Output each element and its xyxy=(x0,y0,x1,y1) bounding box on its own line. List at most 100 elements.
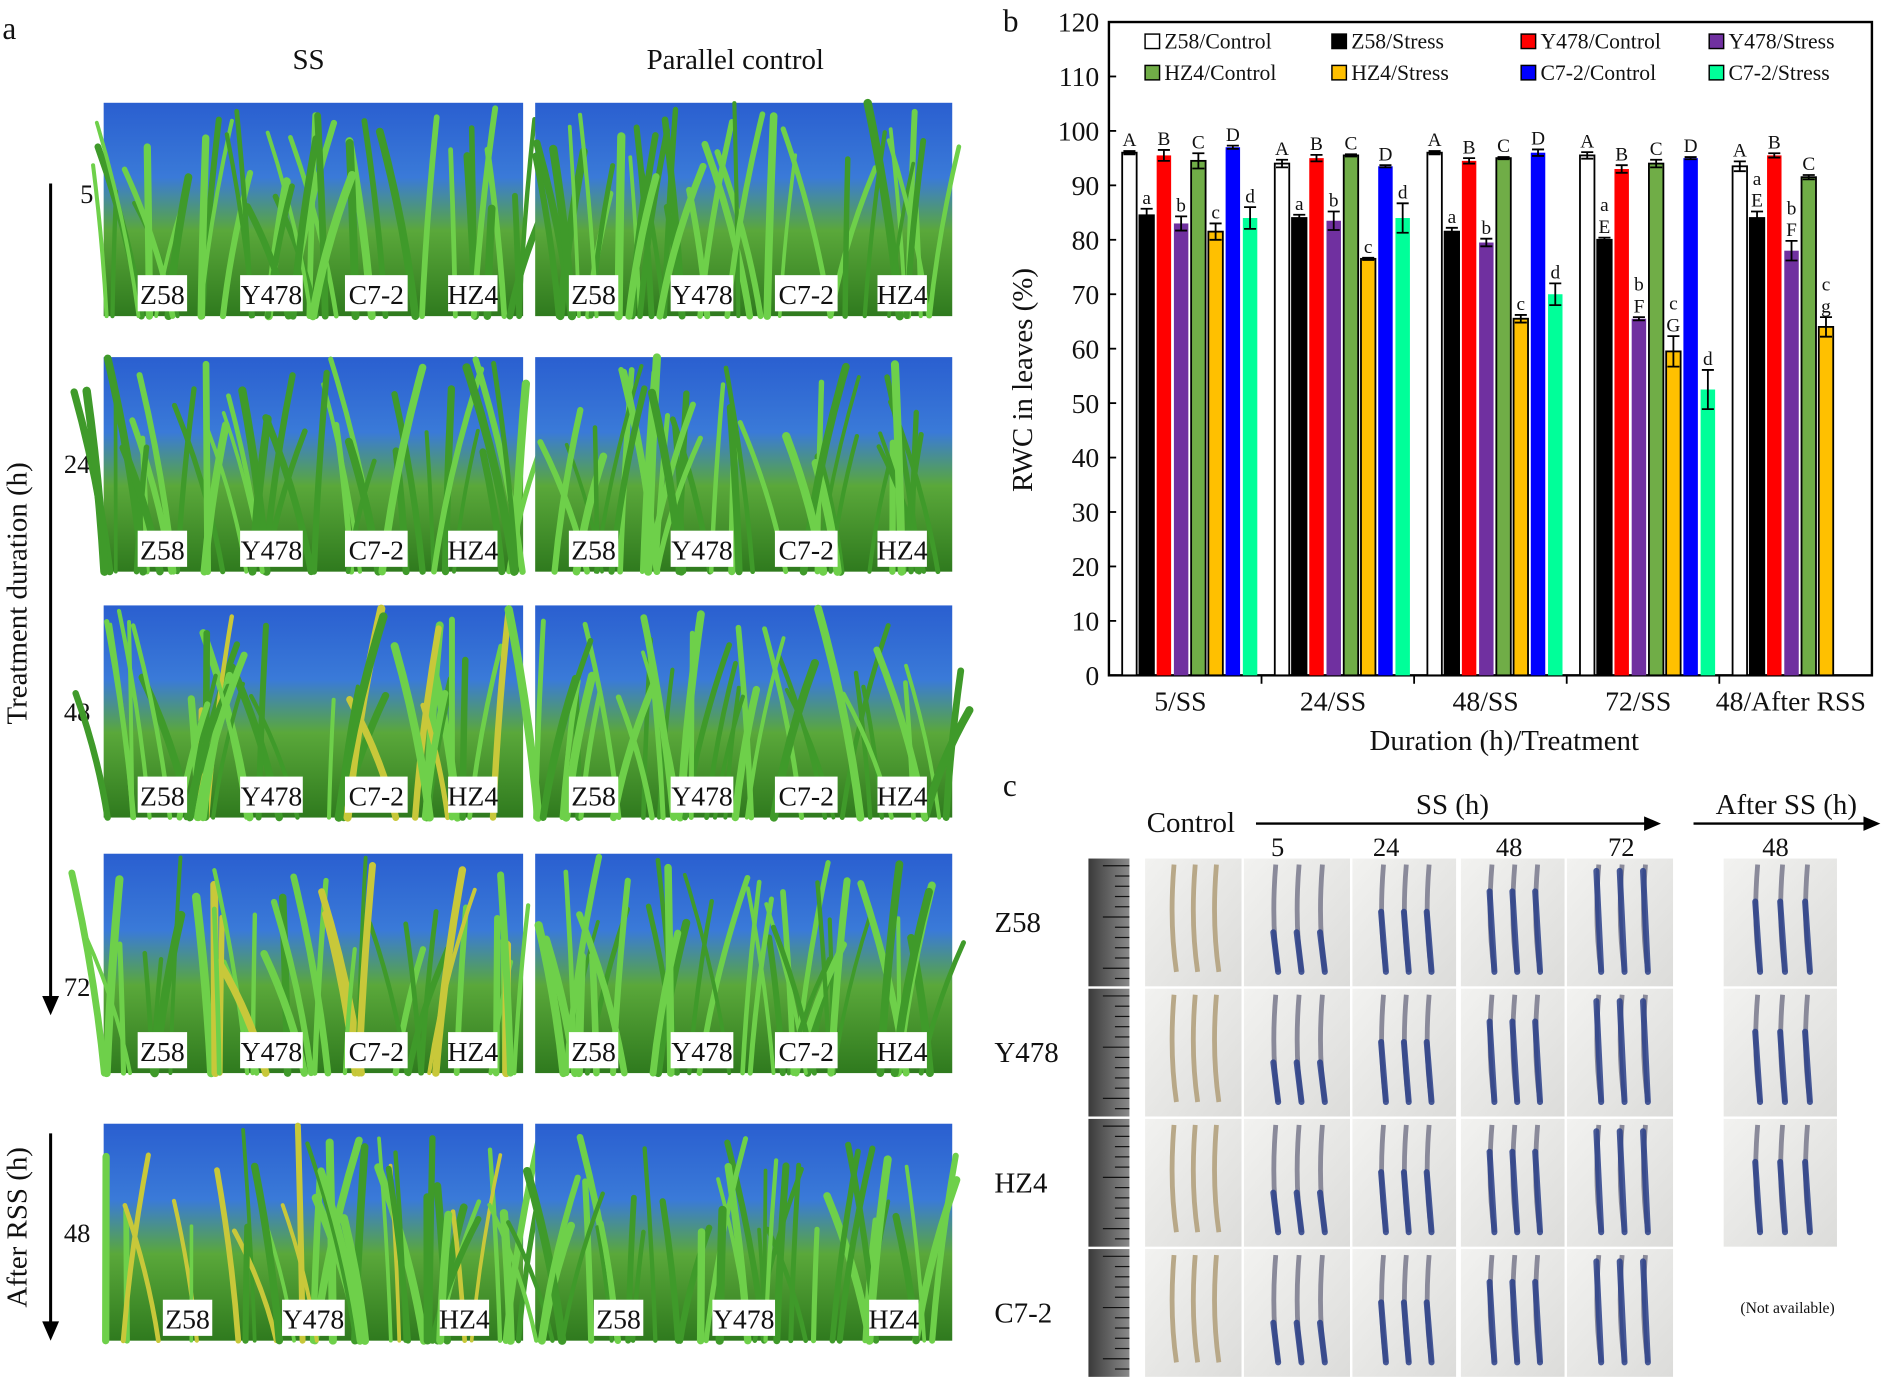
evans-blue-stain xyxy=(1752,898,1764,975)
evans-blue-stain xyxy=(1802,898,1813,975)
leaf xyxy=(839,623,891,820)
significance-letter: F xyxy=(1634,296,1645,317)
root xyxy=(1212,1254,1222,1363)
significance-letter: d xyxy=(1245,186,1255,207)
significance-letter: a xyxy=(1600,195,1609,216)
leaf xyxy=(472,356,526,575)
cultivar-label-HZ4: HZ4 xyxy=(447,1036,498,1067)
leaf xyxy=(403,921,424,1076)
root-row-label-Y478: Y478 xyxy=(994,1037,1058,1069)
cultivar-label-C7-2: C7-2 xyxy=(779,781,834,812)
legend-swatch xyxy=(1520,33,1537,50)
significance-letter: D xyxy=(1684,136,1698,157)
evans-blue-stain xyxy=(1486,1278,1498,1366)
evans-blue-stain xyxy=(1616,1258,1628,1366)
legend-item-Y478/Stress: Y478/Stress xyxy=(1708,30,1835,54)
cultivar-label-box xyxy=(774,275,838,312)
root-photo xyxy=(1243,1118,1350,1247)
legend-item-Z58/Stress: Z58/Stress xyxy=(1331,30,1444,54)
leaf xyxy=(814,604,865,822)
evans-blue-stain xyxy=(1640,1258,1651,1366)
cultivar-label-box xyxy=(877,776,927,813)
evans-blue-stain xyxy=(1378,1169,1389,1236)
evans-blue-stain xyxy=(1270,1189,1282,1236)
leaf xyxy=(836,1145,876,1344)
bar-HZ4/Control-48/After RSS xyxy=(1800,176,1817,677)
cultivar-label-HZ4: HZ4 xyxy=(877,1036,928,1067)
y-tick-label-30: 30 xyxy=(1072,497,1100,528)
bar-Y478/Control-24/SS xyxy=(1309,158,1324,676)
leaf xyxy=(659,1198,682,1344)
root-photo xyxy=(1566,1249,1674,1377)
root xyxy=(1190,1254,1201,1363)
cultivar-label-Z58: Z58 xyxy=(140,279,185,310)
cultivar-label-box xyxy=(240,275,303,312)
not-available-note: (Not available) xyxy=(1740,1300,1834,1317)
error-bar xyxy=(1428,150,1441,156)
cultivar-label-box xyxy=(448,275,498,312)
evans-blue-stain xyxy=(1270,1059,1282,1106)
cultivar-label-C7-2: C7-2 xyxy=(349,781,404,812)
y-tick-label-90: 90 xyxy=(1072,170,1100,201)
error-bar xyxy=(1819,316,1833,338)
leaf xyxy=(541,637,594,821)
root-photo xyxy=(1460,858,1565,987)
cultivar-label-box xyxy=(877,1032,927,1069)
cultivar-label-box xyxy=(593,1299,644,1336)
y-tick-label-120: 120 xyxy=(1058,7,1100,38)
error-bar xyxy=(1379,164,1392,169)
evans-blue-stain xyxy=(1509,888,1521,975)
ruler xyxy=(1088,858,1130,987)
error-bar xyxy=(1327,210,1340,231)
evans-blue-stain xyxy=(1532,1148,1544,1236)
leaf xyxy=(310,369,330,575)
rwc-bar-chart: 01020304050607080901001101205/SSAaBbCcDd… xyxy=(1058,7,1874,716)
root-photo xyxy=(1352,858,1457,987)
ss-time-48: 48 xyxy=(1496,832,1523,862)
plant-photo-ss-72: Z58 Y478 C7-2 HZ4 xyxy=(68,853,531,1078)
leaf xyxy=(193,651,248,822)
error-bar xyxy=(1293,213,1306,223)
root-photo xyxy=(1145,1118,1242,1247)
leaf xyxy=(656,162,707,320)
leaf xyxy=(927,144,962,319)
error-bar xyxy=(1598,236,1611,243)
evans-blue-stain xyxy=(1777,898,1789,975)
root-photo xyxy=(1723,858,1837,987)
y-tick-label-40: 40 xyxy=(1072,442,1100,473)
error-bar xyxy=(1768,152,1781,159)
bar-Z58/Stress-5/SS xyxy=(1138,214,1155,677)
bar-C7-2/Stress-24/SS xyxy=(1395,218,1410,676)
evans-blue-stain xyxy=(1423,908,1435,975)
y-tick-label-10: 10 xyxy=(1072,606,1100,637)
leaf xyxy=(744,636,786,820)
leaf xyxy=(68,869,108,1077)
significance-letter: a xyxy=(1753,169,1762,190)
significance-letter: c xyxy=(1211,203,1220,224)
y-tick-label-110: 110 xyxy=(1059,61,1100,92)
bar-Y478/Stress-5/SS xyxy=(1173,223,1189,676)
cultivar-label-box xyxy=(774,776,838,813)
root-photo xyxy=(1460,1118,1565,1247)
leaf xyxy=(231,1228,279,1344)
cultivar-label-box xyxy=(712,1299,776,1336)
significance-letter: b xyxy=(1329,191,1339,212)
significance-letter: d xyxy=(1550,263,1560,284)
error-bar xyxy=(1140,207,1153,223)
error-bar xyxy=(1632,316,1645,322)
cultivar-label-C7-2: C7-2 xyxy=(779,535,834,566)
bar-Z58/Control-24/SS xyxy=(1273,162,1291,677)
evans-blue-stain xyxy=(1400,1169,1412,1236)
root xyxy=(1212,1124,1222,1233)
leaf xyxy=(921,706,974,822)
leaf xyxy=(556,147,588,321)
root-photo xyxy=(1145,988,1242,1117)
y-tick-label-0: 0 xyxy=(1085,660,1099,691)
bar-Y478/Control-5/SS xyxy=(1156,155,1172,676)
significance-letter: g xyxy=(1821,296,1831,317)
after-ss-header: After SS (h) xyxy=(1716,789,1857,821)
significance-letter: D xyxy=(1226,125,1240,146)
leaf xyxy=(664,863,675,1077)
root-photo xyxy=(1460,988,1565,1117)
cultivar-label-Y478: Y478 xyxy=(283,1304,345,1335)
